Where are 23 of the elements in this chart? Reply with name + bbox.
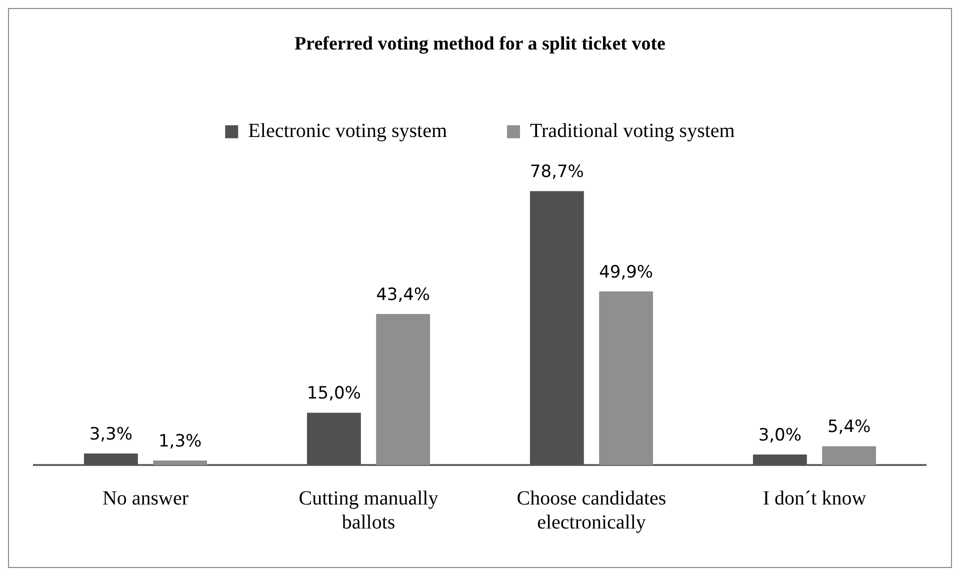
bar [822, 446, 876, 465]
data-label: 1,3% [158, 431, 202, 452]
x-tick-label: No answer [102, 487, 189, 510]
legend-label: Traditional voting system [530, 120, 736, 142]
legend-label: Electronic voting system [248, 120, 448, 142]
data-label: 78,7% [530, 162, 584, 182]
bar [153, 460, 208, 465]
bar [752, 454, 807, 465]
data-label: 3,0% [758, 425, 802, 446]
chart-title: Preferred voting method for a split ticket vote [294, 33, 666, 54]
bar [530, 191, 584, 465]
x-tick-label: Choose candidates electronically [516, 487, 666, 534]
data-label: 3,3% [89, 424, 133, 444]
bar [599, 291, 654, 465]
x-tick-label: Cutting manually ballots [298, 487, 438, 534]
data-label: 5,4% [827, 417, 871, 438]
x-tick-label: I don´t know [762, 487, 867, 510]
bar [306, 412, 361, 465]
data-label: 43,4% [376, 284, 430, 305]
data-label: 15,0% [306, 384, 361, 404]
bar [376, 314, 430, 465]
data-label: 49,9% [599, 262, 654, 282]
bar [84, 454, 138, 465]
